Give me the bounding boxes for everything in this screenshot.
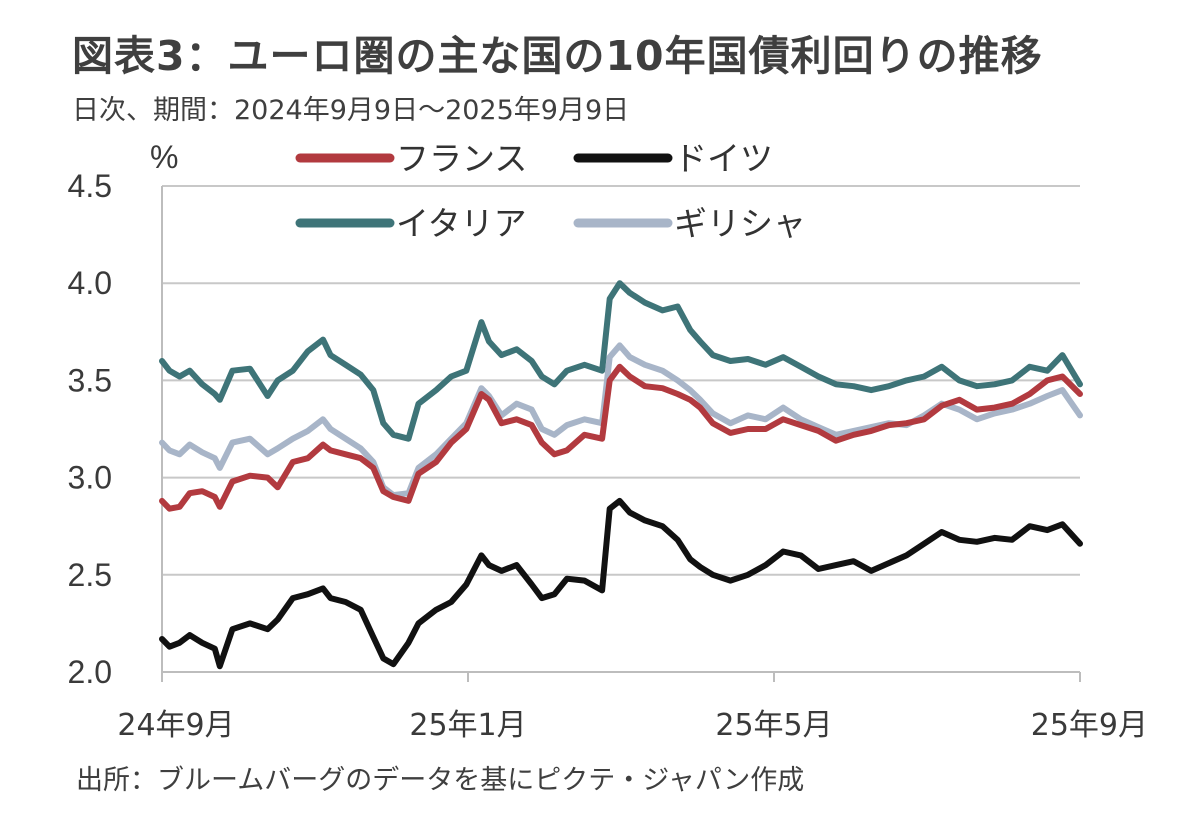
axes: 2.0 2.5 3.0 3.5 4.0 4.5% 24年9月 25年1月 25年5月 25年9月 [68, 139, 1148, 743]
y-axis-unit: % [150, 139, 178, 175]
legend-item: ドイツ [573, 139, 773, 178]
series-line [159, 363, 1083, 512]
y-tick-label: 3.5 [68, 362, 112, 398]
chart-subtitle: 日次、期間：2024年9月9日～2025年9月9日 [72, 95, 630, 126]
x-tick-label: 25年1月 [409, 708, 526, 743]
legend-item: フランス [295, 139, 527, 178]
x-tick-label: 24年9月 [117, 708, 234, 743]
y-tick-label: 2.0 [68, 654, 112, 690]
chart-title: 図表3：ユーロ圏の主な国の10年国債利回りの推移 [72, 32, 1043, 80]
grid-lines [162, 185, 1080, 576]
legend-label: ドイツ [674, 139, 773, 178]
series-line [159, 497, 1083, 670]
y-tick-label: 4.5 [68, 168, 112, 204]
series-line [159, 280, 1083, 442]
legend-label: イタリア [396, 204, 527, 243]
series-lines [159, 280, 1083, 670]
y-tick-label: 4.0 [68, 265, 112, 301]
y-tick-label: 3.0 [68, 460, 112, 496]
legend-item: ギリシャ [573, 204, 806, 243]
y-tick-label: 2.5 [68, 557, 112, 593]
source-note: 出所：ブルームバーグのデータを基にピクテ・ジャパン作成 [76, 765, 805, 796]
legend-label: ギリシャ [674, 204, 806, 243]
legend-label: フランス [396, 139, 527, 178]
x-tick-label: 25年9月 [1031, 708, 1148, 743]
legend-item: イタリア [295, 204, 527, 243]
x-tick-label: 25年5月 [715, 708, 832, 743]
